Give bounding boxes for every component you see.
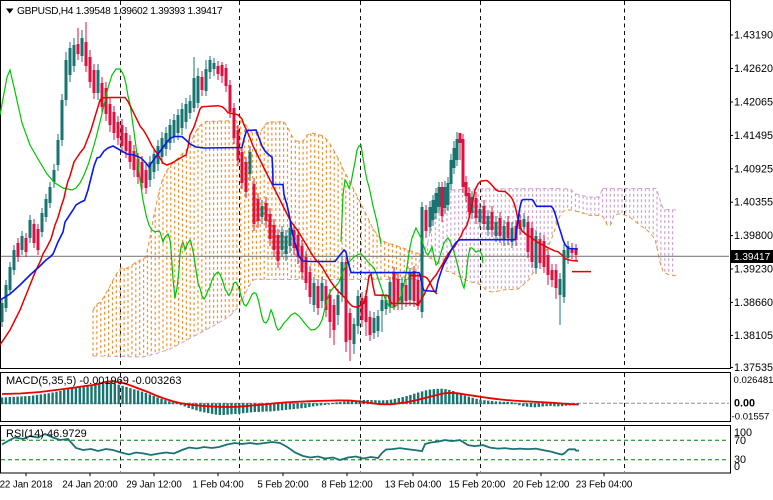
svg-text:1.38660: 1.38660 — [734, 297, 773, 309]
svg-text:1.39800: 1.39800 — [734, 230, 773, 242]
svg-text:1.42065: 1.42065 — [734, 97, 773, 109]
svg-text:29 Jan 12:00: 29 Jan 12:00 — [126, 480, 182, 491]
svg-text:-0.01557: -0.01557 — [732, 412, 770, 423]
svg-text:0: 0 — [734, 461, 740, 473]
svg-text:1.38105: 1.38105 — [734, 330, 773, 342]
svg-text:1.40355: 1.40355 — [734, 197, 773, 209]
svg-text:1.39230: 1.39230 — [734, 264, 773, 276]
svg-text:70: 70 — [734, 435, 746, 447]
svg-text:1.37535: 1.37535 — [734, 362, 773, 374]
svg-text:RSI(14) 46.9729: RSI(14) 46.9729 — [6, 428, 87, 440]
svg-text:22 Jan 2018: 22 Jan 2018 — [0, 480, 53, 491]
svg-text:1 Feb 04:00: 1 Feb 04:00 — [192, 480, 244, 491]
svg-text:1.43190: 1.43190 — [734, 30, 773, 42]
svg-text:1.41495: 1.41495 — [734, 130, 773, 142]
svg-text:MACD(5,35,5) -0.001969 -0.0032: MACD(5,35,5) -0.001969 -0.003263 — [6, 375, 182, 387]
svg-text:0.026481: 0.026481 — [734, 375, 773, 386]
svg-text:1.42620: 1.42620 — [734, 63, 773, 75]
svg-text:8 Feb 12:00: 8 Feb 12:00 — [321, 480, 373, 491]
svg-text:24 Jan 20:00: 24 Jan 20:00 — [62, 480, 118, 491]
svg-text:20 Feb 12:00: 20 Feb 12:00 — [513, 480, 570, 491]
svg-text:5 Feb 20:00: 5 Feb 20:00 — [257, 480, 309, 491]
svg-text:15 Feb 20:00: 15 Feb 20:00 — [449, 480, 506, 491]
svg-text:1.39417: 1.39417 — [734, 252, 771, 263]
svg-text:GBPUSD,H4 1.39548 1.39602 1.3: GBPUSD,H4 1.39548 1.39602 1.39393 1.3941… — [17, 6, 223, 17]
svg-text:23 Feb 04:00: 23 Feb 04:00 — [576, 480, 633, 491]
svg-text:13 Feb 04:00: 13 Feb 04:00 — [385, 480, 442, 491]
svg-text:0.00: 0.00 — [734, 398, 755, 410]
svg-text:1.40925: 1.40925 — [734, 163, 773, 175]
